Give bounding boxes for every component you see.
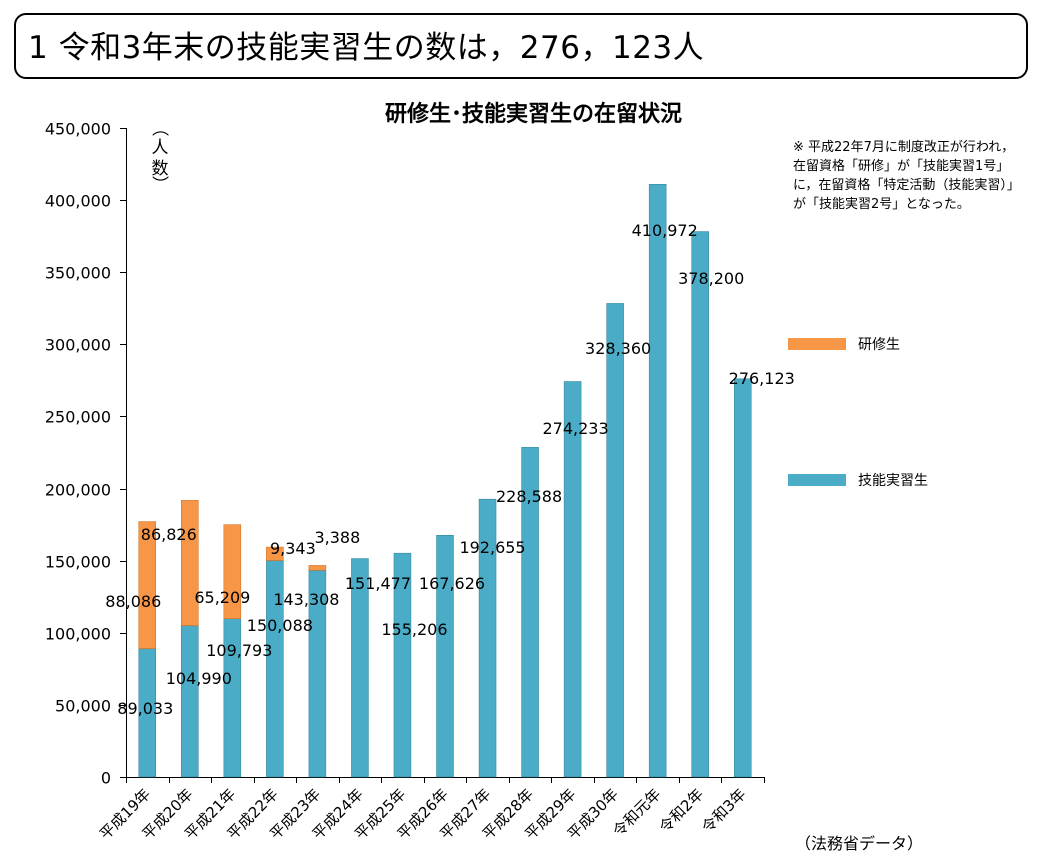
data-label-trainee: 274,233 xyxy=(543,419,609,438)
bar-trainee xyxy=(563,381,582,778)
chart-title: 研修生･技能実習生の在留状況 xyxy=(384,102,682,127)
data-label-kenshu: 65,209 xyxy=(194,588,250,607)
data-label-trainee: 276,123 xyxy=(729,369,795,388)
x-tick-label: 令和2年 xyxy=(656,785,707,836)
data-label-trainee: 192,655 xyxy=(459,538,525,557)
bar-trainee xyxy=(181,625,199,778)
y-axis-label-char: （ xyxy=(149,120,169,137)
y-tick-label: 100,000 xyxy=(45,625,111,644)
y-tick-label: 0 xyxy=(101,769,111,788)
legend-item-trainee: 技能実習生 xyxy=(788,470,928,490)
bar-trainee xyxy=(478,498,497,778)
y-tick-label: 200,000 xyxy=(45,481,111,500)
y-axis-label-char: 数 xyxy=(152,159,169,179)
bar-kenshu xyxy=(266,546,284,561)
y-tick-label: 50,000 xyxy=(55,697,111,716)
data-label-trainee: 167,626 xyxy=(419,574,485,593)
chart-note: ※ 平成22年7月に制度改正が行われ，在留資格「研修」が「技能実習1号」に，在留… xyxy=(793,140,1020,212)
data-label-trainee: 155,206 xyxy=(381,620,447,639)
legend-item-kenshu: 研修生 xyxy=(788,334,900,354)
page-title: 1 令和3年末の技能実習生の数は，276，123人 xyxy=(28,30,705,66)
bar-kenshu xyxy=(138,521,157,649)
legend-label-kenshu: 研修生 xyxy=(858,337,900,353)
data-label-trainee: 89,033 xyxy=(117,699,173,718)
bar-trainee xyxy=(691,231,709,778)
y-axis-label-char: 人 xyxy=(152,138,169,158)
data-label-trainee: 104,990 xyxy=(166,669,232,688)
bar-kenshu xyxy=(181,500,199,626)
data-label-trainee: 328,360 xyxy=(585,339,651,358)
bar-trainee xyxy=(436,534,454,778)
data-label-kenshu: 88,086 xyxy=(105,592,161,611)
x-tick-label: 令和元年 xyxy=(609,785,664,840)
legend-swatch-trainee xyxy=(788,474,846,486)
y-tick-label: 150,000 xyxy=(45,553,111,572)
data-label-trainee: 228,588 xyxy=(496,487,562,506)
bar-trainee xyxy=(351,558,369,778)
bar-trainee xyxy=(393,552,412,778)
data-label-trainee: 150,088 xyxy=(247,616,313,635)
data-label-kenshu: 86,826 xyxy=(141,525,197,544)
x-tick-label: 令和3年 xyxy=(698,785,749,836)
bar-trainee xyxy=(648,184,667,778)
y-tick-label: 300,000 xyxy=(45,336,111,355)
data-label-kenshu: 9,343 xyxy=(270,539,316,558)
y-tick-label: 350,000 xyxy=(45,264,111,283)
data-label-trainee: 109,793 xyxy=(206,641,272,660)
y-tick-label: 400,000 xyxy=(45,192,111,211)
bar-trainee xyxy=(733,378,752,778)
data-label-trainee: 143,308 xyxy=(273,590,339,609)
y-tick-label: 450,000 xyxy=(45,120,111,139)
data-source: （法務省データ） xyxy=(795,834,924,853)
legend-swatch-kenshu xyxy=(788,338,846,350)
bar-trainee xyxy=(521,447,539,778)
bar-kenshu xyxy=(308,565,327,571)
data-label-kenshu: 3,388 xyxy=(314,528,360,547)
y-axis-label-char: ） xyxy=(149,176,169,193)
data-label-trainee: 378,200 xyxy=(678,269,744,288)
bar-kenshu xyxy=(223,524,242,619)
header-box xyxy=(14,13,1028,79)
legend-label-trainee: 技能実習生 xyxy=(858,473,928,489)
data-label-trainee: 410,972 xyxy=(632,221,698,240)
y-tick-label: 250,000 xyxy=(45,408,111,427)
bar-trainee xyxy=(606,303,624,778)
data-label-trainee: 151,477 xyxy=(345,574,411,593)
